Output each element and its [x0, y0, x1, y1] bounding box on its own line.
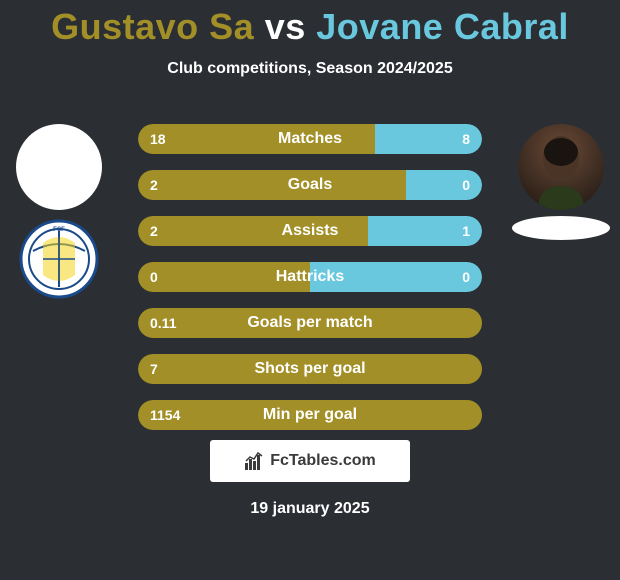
player2-silhouette-icon [518, 124, 604, 210]
stat-value-left: 2 [150, 170, 158, 200]
stat-row: Matches18 8 [138, 124, 482, 154]
stat-value-left: 7 [150, 354, 158, 384]
player2-column [506, 124, 616, 240]
stat-label: Goals [138, 170, 482, 200]
comparison-title: Gustavo Sa vs Jovane Cabral [0, 0, 620, 48]
subtitle: Club competitions, Season 2024/2025 [0, 60, 620, 78]
vs-text: vs [265, 6, 306, 47]
player1-column: FCF [4, 124, 114, 302]
stat-value-right: 1 [462, 216, 470, 246]
player1-photo [16, 124, 102, 210]
player1-name: Gustavo Sa [51, 6, 254, 47]
stat-value-right: 8 [462, 124, 470, 154]
date-text: 19 january 2025 [0, 500, 620, 518]
stat-value-right: 0 [462, 170, 470, 200]
stat-label: Hattricks [138, 262, 482, 292]
stat-row: Shots per goal7 [138, 354, 482, 384]
stat-value-left: 0 [150, 262, 158, 292]
stat-label: Assists [138, 216, 482, 246]
svg-text:FCF: FCF [53, 227, 65, 233]
player2-club-badge [512, 216, 610, 240]
stat-row: Goals2 0 [138, 170, 482, 200]
stat-row: Min per goal1154 [138, 400, 482, 430]
stat-label: Goals per match [138, 308, 482, 338]
stat-value-left: 1154 [150, 400, 180, 430]
stat-row: Goals per match0.11 [138, 308, 482, 338]
player2-photo [518, 124, 604, 210]
player1-club-badge: FCF [16, 216, 102, 302]
fctables-logo-icon [244, 451, 264, 471]
stat-value-left: 18 [150, 124, 166, 154]
stat-value-right: 0 [462, 262, 470, 292]
stat-label: Min per goal [138, 400, 482, 430]
stat-bars-container: Matches188Goals20Assists21Hattricks00Goa… [138, 124, 482, 446]
stat-value-left: 0.11 [150, 308, 176, 338]
stat-label: Matches [138, 124, 482, 154]
stat-label: Shots per goal [138, 354, 482, 384]
player2-name: Jovane Cabral [316, 6, 569, 47]
famalicao-badge-icon: FCF [19, 219, 99, 299]
stat-row: Hattricks0 0 [138, 262, 482, 292]
stat-value-left: 2 [150, 216, 158, 246]
fctables-watermark: FcTables.com [210, 440, 410, 482]
stat-row: Assists2 1 [138, 216, 482, 246]
fctables-text: FcTables.com [270, 452, 376, 470]
